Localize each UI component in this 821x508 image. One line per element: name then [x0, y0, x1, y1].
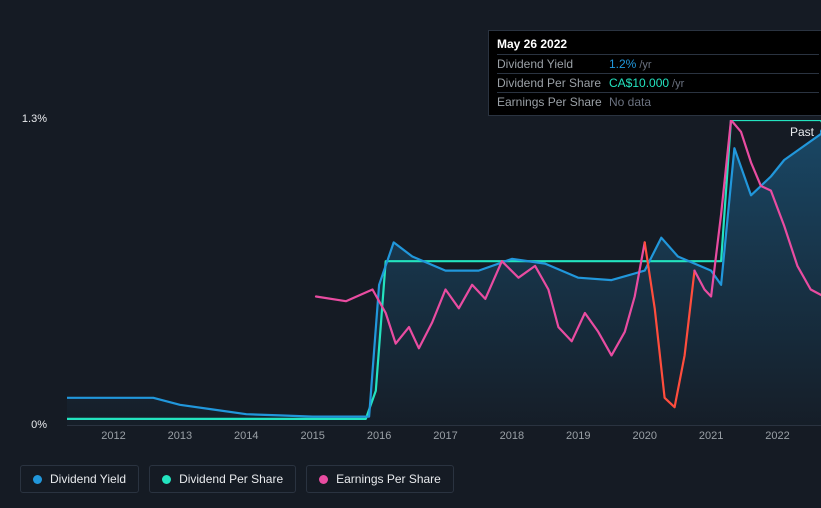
legend-item[interactable]: Earnings Per Share: [306, 465, 454, 493]
y-axis-label: 1.3%: [7, 113, 47, 125]
past-label: Past: [790, 125, 814, 139]
x-axis-tick: 2015: [300, 430, 324, 442]
tooltip-key: Earnings Per Share: [497, 95, 609, 109]
tooltip-value: No data: [609, 95, 651, 109]
tooltip-row: Earnings Per ShareNo data: [497, 92, 819, 111]
chart-area: 0%1.3% Past 2012201320142015201620172018…: [20, 0, 810, 445]
x-axis-tick: 2012: [101, 430, 125, 442]
y-axis-label: 0%: [7, 419, 47, 431]
legend-item[interactable]: Dividend Yield: [20, 465, 139, 493]
tooltip-key: Dividend Yield: [497, 57, 609, 71]
legend-label: Dividend Per Share: [179, 472, 283, 486]
legend: Dividend Yield Dividend Per Share Earnings…: [20, 465, 454, 493]
x-axis-tick: 2020: [632, 430, 656, 442]
plot-region[interactable]: Past: [67, 120, 821, 426]
x-axis-tick: 2013: [168, 430, 192, 442]
x-axis-tick: 2018: [500, 430, 524, 442]
tooltip-key: Dividend Per Share: [497, 76, 609, 90]
tooltip-value: CA$10.000/yr: [609, 76, 684, 90]
legend-dot-icon: [162, 475, 171, 484]
x-axis-tick: 2016: [367, 430, 391, 442]
legend-label: Dividend Yield: [50, 472, 126, 486]
x-axis: 2012 2013 2014 2015 2016 2017 2018 2019 2020 2021…: [67, 430, 821, 448]
legend-dot-icon: [319, 475, 328, 484]
tooltip-value: 1.2%/yr: [609, 57, 652, 71]
tooltip-row: Dividend Per ShareCA$10.000/yr: [497, 73, 819, 92]
dividend-yield-area: [67, 132, 821, 426]
legend-item[interactable]: Dividend Per Share: [149, 465, 296, 493]
chart-tooltip: May 26 2022 Dividend Yield1.2%/yrDividen…: [488, 30, 821, 116]
tooltip-row: Dividend Yield1.2%/yr: [497, 54, 819, 73]
x-axis-tick: 2021: [699, 430, 723, 442]
x-axis-tick: 2019: [566, 430, 590, 442]
x-axis-tick: 2017: [433, 430, 457, 442]
legend-label: Earnings Per Share: [336, 472, 441, 486]
x-axis-tick: 2022: [765, 430, 789, 442]
line-chart-svg: [67, 120, 821, 426]
x-axis-tick: 2014: [234, 430, 258, 442]
legend-dot-icon: [33, 475, 42, 484]
tooltip-date: May 26 2022: [497, 37, 819, 54]
